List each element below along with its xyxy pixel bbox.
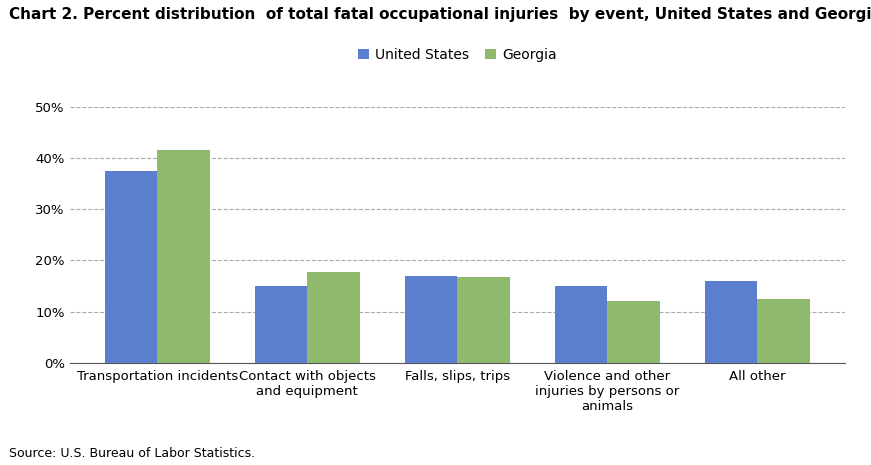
Bar bbox=[255, 286, 307, 363]
Bar bbox=[405, 276, 457, 363]
Legend: United States, Georgia: United States, Georgia bbox=[353, 42, 562, 67]
Bar bbox=[705, 281, 757, 363]
Bar bbox=[757, 299, 810, 363]
Bar bbox=[105, 171, 158, 363]
Text: Chart 2. Percent distribution  of total fatal occupational injuries  by event, U: Chart 2. Percent distribution of total f… bbox=[9, 7, 871, 22]
Bar bbox=[457, 277, 510, 363]
Text: Source: U.S. Bureau of Labor Statistics.: Source: U.S. Bureau of Labor Statistics. bbox=[9, 447, 255, 460]
Bar bbox=[607, 301, 659, 363]
Bar bbox=[158, 151, 210, 363]
Bar bbox=[555, 286, 607, 363]
Bar bbox=[307, 272, 360, 363]
